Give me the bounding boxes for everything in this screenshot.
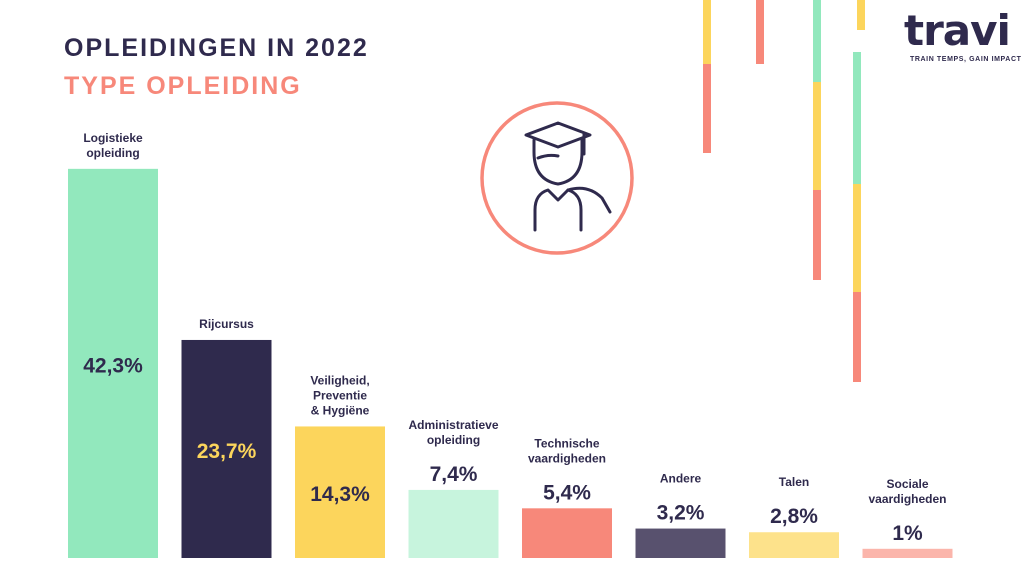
decorative-stripe xyxy=(853,292,861,382)
page-title: OPLEIDINGEN IN 2022 xyxy=(64,34,369,62)
bar xyxy=(749,532,839,558)
decorative-stripe xyxy=(703,64,711,153)
bar xyxy=(635,528,726,558)
category-label: Technische vaardigheden xyxy=(528,436,606,465)
data-label: 42,3% xyxy=(83,354,143,377)
decorative-stripe xyxy=(756,0,764,64)
data-label: 3,2% xyxy=(657,502,705,525)
page-subtitle: TYPE OPLEIDING xyxy=(64,72,302,100)
decorative-stripe xyxy=(703,0,711,64)
bar xyxy=(522,508,612,558)
decorative-stripe xyxy=(853,52,861,184)
logo-tagline: TRAIN TEMPS, GAIN IMPACT xyxy=(910,56,1022,63)
data-label: 7,4% xyxy=(430,463,478,486)
decorative-stripe xyxy=(813,190,821,280)
data-label: 5,4% xyxy=(543,481,591,504)
category-label: Sociale vaardigheden xyxy=(868,477,946,506)
data-label: 14,3% xyxy=(310,483,370,506)
data-label: 1% xyxy=(892,522,923,545)
category-label: Veiligheid, Preventie & Hygiëne xyxy=(310,373,369,417)
travi-logo: travi TRAIN TEMPS, GAIN IMPACT xyxy=(904,6,1021,68)
graduate-icon xyxy=(480,98,634,258)
data-label: 2,8% xyxy=(770,505,818,528)
category-label: Talen xyxy=(779,475,809,489)
decorative-stripe xyxy=(857,0,865,30)
category-label: Administratieve opleiding xyxy=(408,418,498,447)
bar xyxy=(862,548,953,558)
decorative-stripe xyxy=(853,184,861,292)
bar xyxy=(408,489,499,558)
category-label: Andere xyxy=(660,472,702,486)
decorative-stripe xyxy=(813,0,821,82)
category-label: Rijcursus xyxy=(199,317,254,331)
bar xyxy=(295,426,385,558)
logo-wordmark: travi xyxy=(904,6,1011,55)
decorative-stripe xyxy=(813,82,821,190)
category-label: Logistieke opleiding xyxy=(83,131,143,160)
bar xyxy=(68,168,158,558)
data-label: 23,7% xyxy=(197,440,257,463)
bar xyxy=(181,339,272,558)
